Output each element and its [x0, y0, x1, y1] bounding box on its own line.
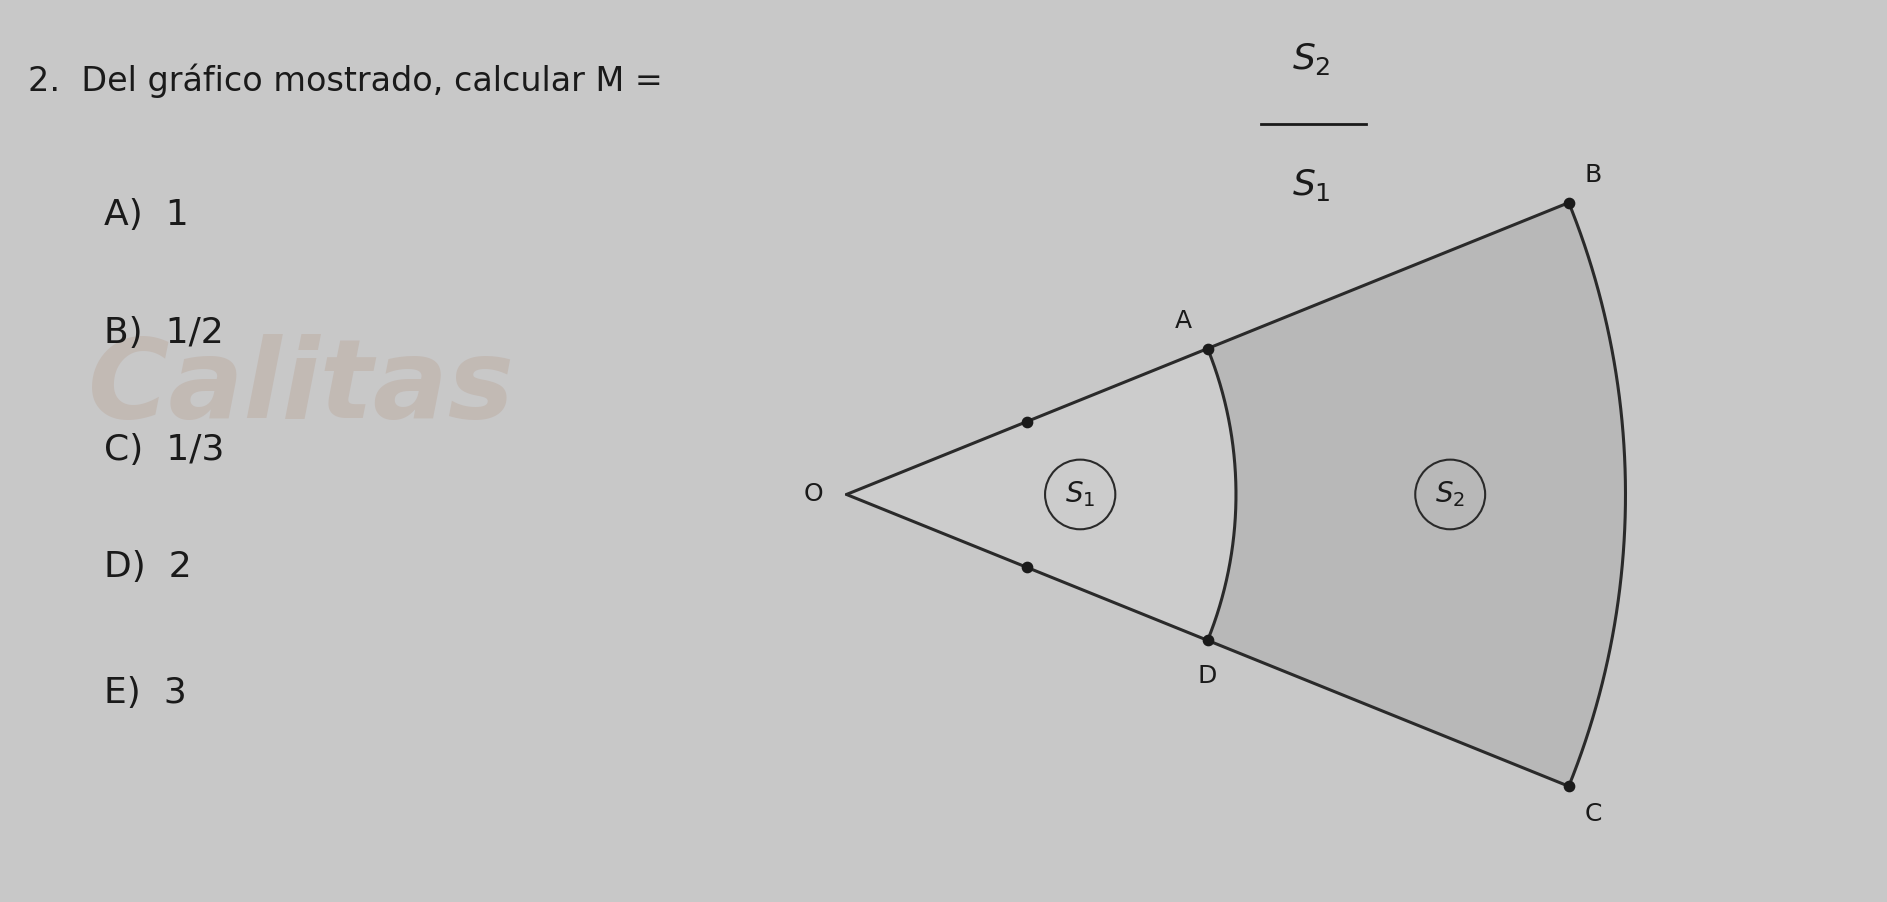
Text: E)  3: E) 3: [104, 676, 187, 711]
Polygon shape: [1208, 203, 1625, 787]
Text: $S_1$: $S_1$: [1064, 480, 1094, 510]
Point: [1553, 196, 1583, 210]
Polygon shape: [847, 348, 1236, 640]
Text: C: C: [1585, 802, 1602, 826]
Point: [1011, 560, 1042, 575]
Text: $S_2$: $S_2$: [1436, 480, 1464, 510]
Text: A)  1: A) 1: [104, 198, 189, 233]
Text: C)  1/3: C) 1/3: [104, 433, 225, 467]
Text: D)  2: D) 2: [104, 550, 192, 584]
Text: A: A: [1176, 309, 1193, 333]
Text: Calitas: Calitas: [89, 335, 515, 441]
Text: B)  1/2: B) 1/2: [104, 316, 223, 350]
Point: [1553, 779, 1583, 794]
Point: [1011, 414, 1042, 428]
Text: O: O: [804, 483, 823, 506]
Text: B: B: [1585, 163, 1602, 187]
Text: $S_2$: $S_2$: [1293, 41, 1330, 77]
Point: [1193, 341, 1223, 355]
Text: 2.  Del gráfico mostrado, calcular M =: 2. Del gráfico mostrado, calcular M =: [28, 63, 662, 97]
Point: [1193, 633, 1223, 648]
Text: D: D: [1198, 664, 1217, 687]
Text: $S_1$: $S_1$: [1293, 167, 1330, 203]
